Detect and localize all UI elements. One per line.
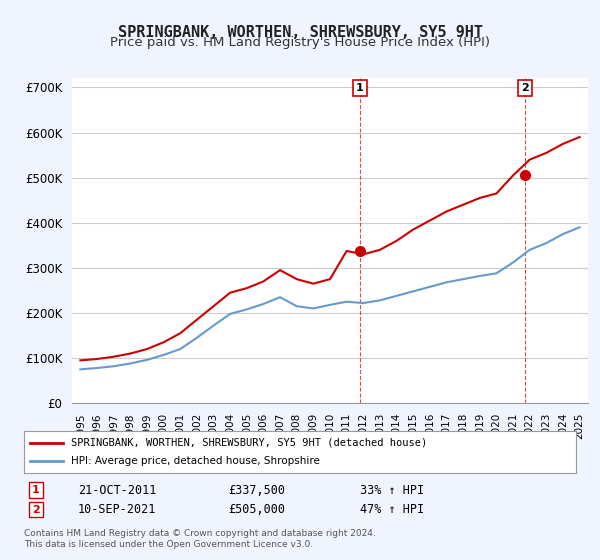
Text: 33% ↑ HPI: 33% ↑ HPI xyxy=(360,483,424,497)
Text: SPRINGBANK, WORTHEN, SHREWSBURY, SY5 9HT: SPRINGBANK, WORTHEN, SHREWSBURY, SY5 9HT xyxy=(118,25,482,40)
Text: HPI: Average price, detached house, Shropshire: HPI: Average price, detached house, Shro… xyxy=(71,456,320,466)
Text: 1: 1 xyxy=(356,83,364,93)
Text: 10-SEP-2021: 10-SEP-2021 xyxy=(78,503,157,516)
Text: 2: 2 xyxy=(521,83,529,93)
Text: £505,000: £505,000 xyxy=(228,503,285,516)
Text: 47% ↑ HPI: 47% ↑ HPI xyxy=(360,503,424,516)
Text: 1: 1 xyxy=(32,485,40,495)
Text: Price paid vs. HM Land Registry's House Price Index (HPI): Price paid vs. HM Land Registry's House … xyxy=(110,36,490,49)
Text: £337,500: £337,500 xyxy=(228,483,285,497)
Text: 2: 2 xyxy=(32,505,40,515)
Text: Contains HM Land Registry data © Crown copyright and database right 2024.
This d: Contains HM Land Registry data © Crown c… xyxy=(24,529,376,549)
Text: SPRINGBANK, WORTHEN, SHREWSBURY, SY5 9HT (detached house): SPRINGBANK, WORTHEN, SHREWSBURY, SY5 9HT… xyxy=(71,438,427,448)
Text: 21-OCT-2011: 21-OCT-2011 xyxy=(78,483,157,497)
